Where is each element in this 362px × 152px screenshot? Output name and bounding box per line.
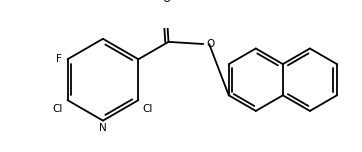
Text: Cl: Cl [143, 104, 153, 114]
Text: O: O [162, 0, 171, 4]
Text: F: F [56, 54, 62, 64]
Text: O: O [206, 39, 214, 49]
Text: N: N [99, 123, 107, 133]
Text: Cl: Cl [53, 104, 63, 114]
